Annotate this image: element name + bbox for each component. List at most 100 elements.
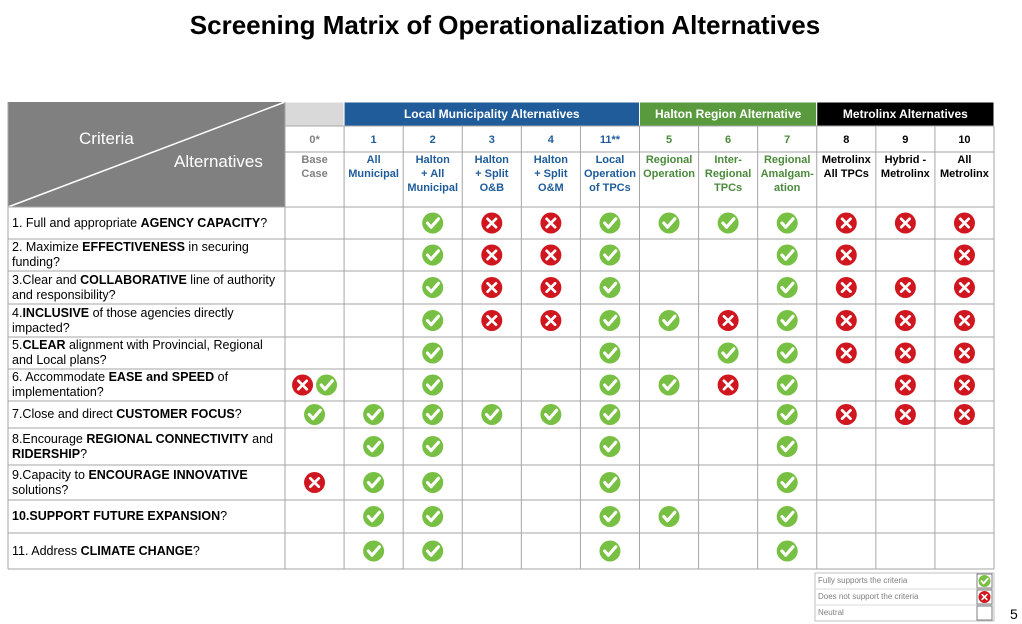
check-mark	[366, 545, 381, 557]
cross-icon	[953, 244, 975, 266]
check-circle	[658, 506, 680, 527]
check-mark	[425, 476, 441, 489]
check-icon	[363, 436, 385, 457]
check-icon	[422, 244, 444, 266]
cross-mark	[899, 217, 911, 229]
check-circle	[363, 436, 385, 457]
check-icon	[599, 212, 621, 234]
cross-mark	[840, 249, 852, 261]
check-mark	[603, 314, 618, 327]
check-mark	[603, 545, 618, 557]
check-icon	[776, 342, 798, 364]
check-circle	[481, 404, 503, 425]
criterion-bold: CUSTOMER FOCUS	[116, 407, 235, 421]
check-circle	[658, 212, 680, 234]
check-icon	[717, 212, 739, 234]
criterion-bold: EFFECTIVENESS	[82, 240, 185, 254]
check-circle	[717, 342, 739, 364]
check-mark	[780, 510, 795, 523]
criterion-text: 2. Maximize EFFECTIVENESS in securing fu…	[12, 240, 282, 270]
check-icon	[776, 310, 798, 331]
check-icon	[599, 404, 621, 425]
cross-icon	[894, 277, 916, 298]
cross-icon	[835, 212, 857, 234]
criterion-bold: RIDERSHIP	[12, 446, 81, 461]
check-icon	[422, 506, 444, 527]
check-mark	[425, 314, 441, 327]
check-mark	[366, 408, 381, 421]
check-icon	[599, 374, 621, 396]
check-icon	[658, 506, 680, 527]
criterion-text: 8.Encourage REGIONAL CONNECTIVITY and RI…	[12, 432, 282, 462]
check-circle	[776, 506, 798, 527]
check-circle	[316, 374, 338, 396]
check-circle	[304, 404, 326, 425]
column-name-line: Case	[301, 168, 328, 180]
check-icon	[363, 506, 385, 527]
criterion-bold: REGIONAL CONNECTIVITY	[86, 431, 249, 446]
criterion-text: 6. Accommodate EASE and SPEED of impleme…	[12, 370, 282, 400]
check-icon	[599, 342, 621, 364]
cross-icon	[292, 374, 314, 396]
cross-icon	[481, 244, 503, 266]
legend-swatch	[976, 605, 993, 621]
column-name-line: Operation	[643, 168, 696, 180]
cross-icon	[978, 591, 991, 603]
check-circle	[422, 540, 444, 562]
check-circle	[422, 436, 444, 457]
check-mark	[721, 347, 736, 359]
criterion-part: 6. Accommodate	[12, 370, 109, 384]
cross-icon	[835, 404, 857, 425]
check-circle	[599, 374, 621, 396]
check-circle	[776, 374, 798, 396]
cross-icon	[835, 244, 857, 266]
column-name-line: Regional	[763, 154, 811, 166]
criterion-bold: COLLABORATIVE	[80, 272, 187, 287]
cross-icon	[481, 310, 503, 331]
check-mark	[662, 510, 677, 523]
cross-mark	[722, 314, 734, 327]
criterion-part: 2. Maximize	[12, 240, 83, 254]
check-icon	[599, 506, 621, 527]
check-circle	[776, 404, 798, 425]
group-header	[816, 101, 995, 127]
cross-icon	[953, 212, 975, 234]
criterion-bold: AGENCY CAPACITY	[140, 215, 261, 230]
column-number: 3	[488, 134, 495, 146]
check-circle	[422, 374, 444, 396]
check-circle	[422, 212, 444, 234]
criterion-text: 5.CLEAR alignment with Provincial, Regio…	[12, 338, 282, 368]
check-circle	[776, 472, 798, 493]
check-icon	[363, 540, 385, 562]
check-icon	[316, 374, 338, 396]
check-circle	[776, 436, 798, 457]
check-mark	[603, 476, 618, 489]
check-circle	[363, 472, 385, 493]
column-name-line: Base	[301, 154, 328, 166]
column-name: Regional Operation	[638, 153, 701, 181]
criterion: 7.Close and direct CUSTOMER FOCUS?	[12, 401, 282, 428]
check-mark	[780, 440, 795, 453]
check-mark	[307, 408, 322, 421]
legend-label: Neutral	[818, 608, 844, 617]
check-circle	[599, 212, 621, 234]
check-circle	[599, 436, 621, 457]
column-name-line: Metrolinx	[880, 168, 930, 180]
check-mark	[780, 408, 795, 421]
cross-mark	[899, 314, 911, 327]
check-circle	[717, 212, 739, 234]
column-name-line: ation	[774, 182, 801, 194]
check-circle	[599, 277, 621, 298]
check-mark	[603, 408, 618, 421]
check-mark	[780, 314, 795, 327]
check-mark	[780, 476, 795, 489]
criterion-part: 5.	[12, 338, 23, 352]
cross-mark	[296, 379, 309, 391]
cross-mark	[958, 249, 971, 261]
column-name-line: + Split	[534, 168, 568, 180]
criterion: 8.Encourage REGIONAL CONNECTIVITY and RI…	[12, 428, 282, 465]
column-name-line: Inter-	[714, 154, 742, 166]
cross-mark	[486, 314, 498, 327]
cross-mark	[981, 593, 988, 601]
